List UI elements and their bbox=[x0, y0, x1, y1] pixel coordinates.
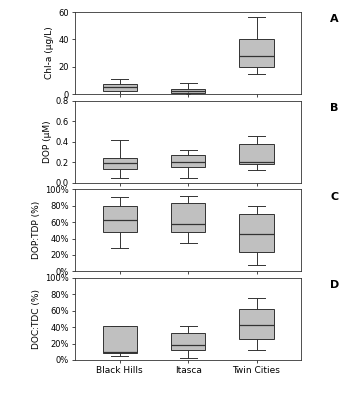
Text: D: D bbox=[330, 280, 340, 290]
PathPatch shape bbox=[239, 214, 274, 252]
PathPatch shape bbox=[171, 203, 205, 232]
Y-axis label: DOC:TDC (%): DOC:TDC (%) bbox=[32, 289, 41, 349]
PathPatch shape bbox=[103, 158, 137, 169]
PathPatch shape bbox=[171, 89, 205, 93]
Text: C: C bbox=[330, 192, 339, 202]
PathPatch shape bbox=[103, 84, 137, 91]
Y-axis label: Chl-a (μg/L): Chl-a (μg/L) bbox=[45, 27, 54, 80]
Text: A: A bbox=[330, 14, 339, 24]
PathPatch shape bbox=[239, 39, 274, 67]
PathPatch shape bbox=[239, 309, 274, 340]
PathPatch shape bbox=[103, 206, 137, 232]
PathPatch shape bbox=[103, 326, 137, 354]
Y-axis label: DOP (μM): DOP (μM) bbox=[42, 120, 52, 163]
PathPatch shape bbox=[171, 333, 205, 350]
PathPatch shape bbox=[239, 144, 274, 164]
Text: B: B bbox=[330, 103, 339, 113]
PathPatch shape bbox=[171, 155, 205, 167]
Y-axis label: DOP:TDP (%): DOP:TDP (%) bbox=[32, 201, 41, 260]
